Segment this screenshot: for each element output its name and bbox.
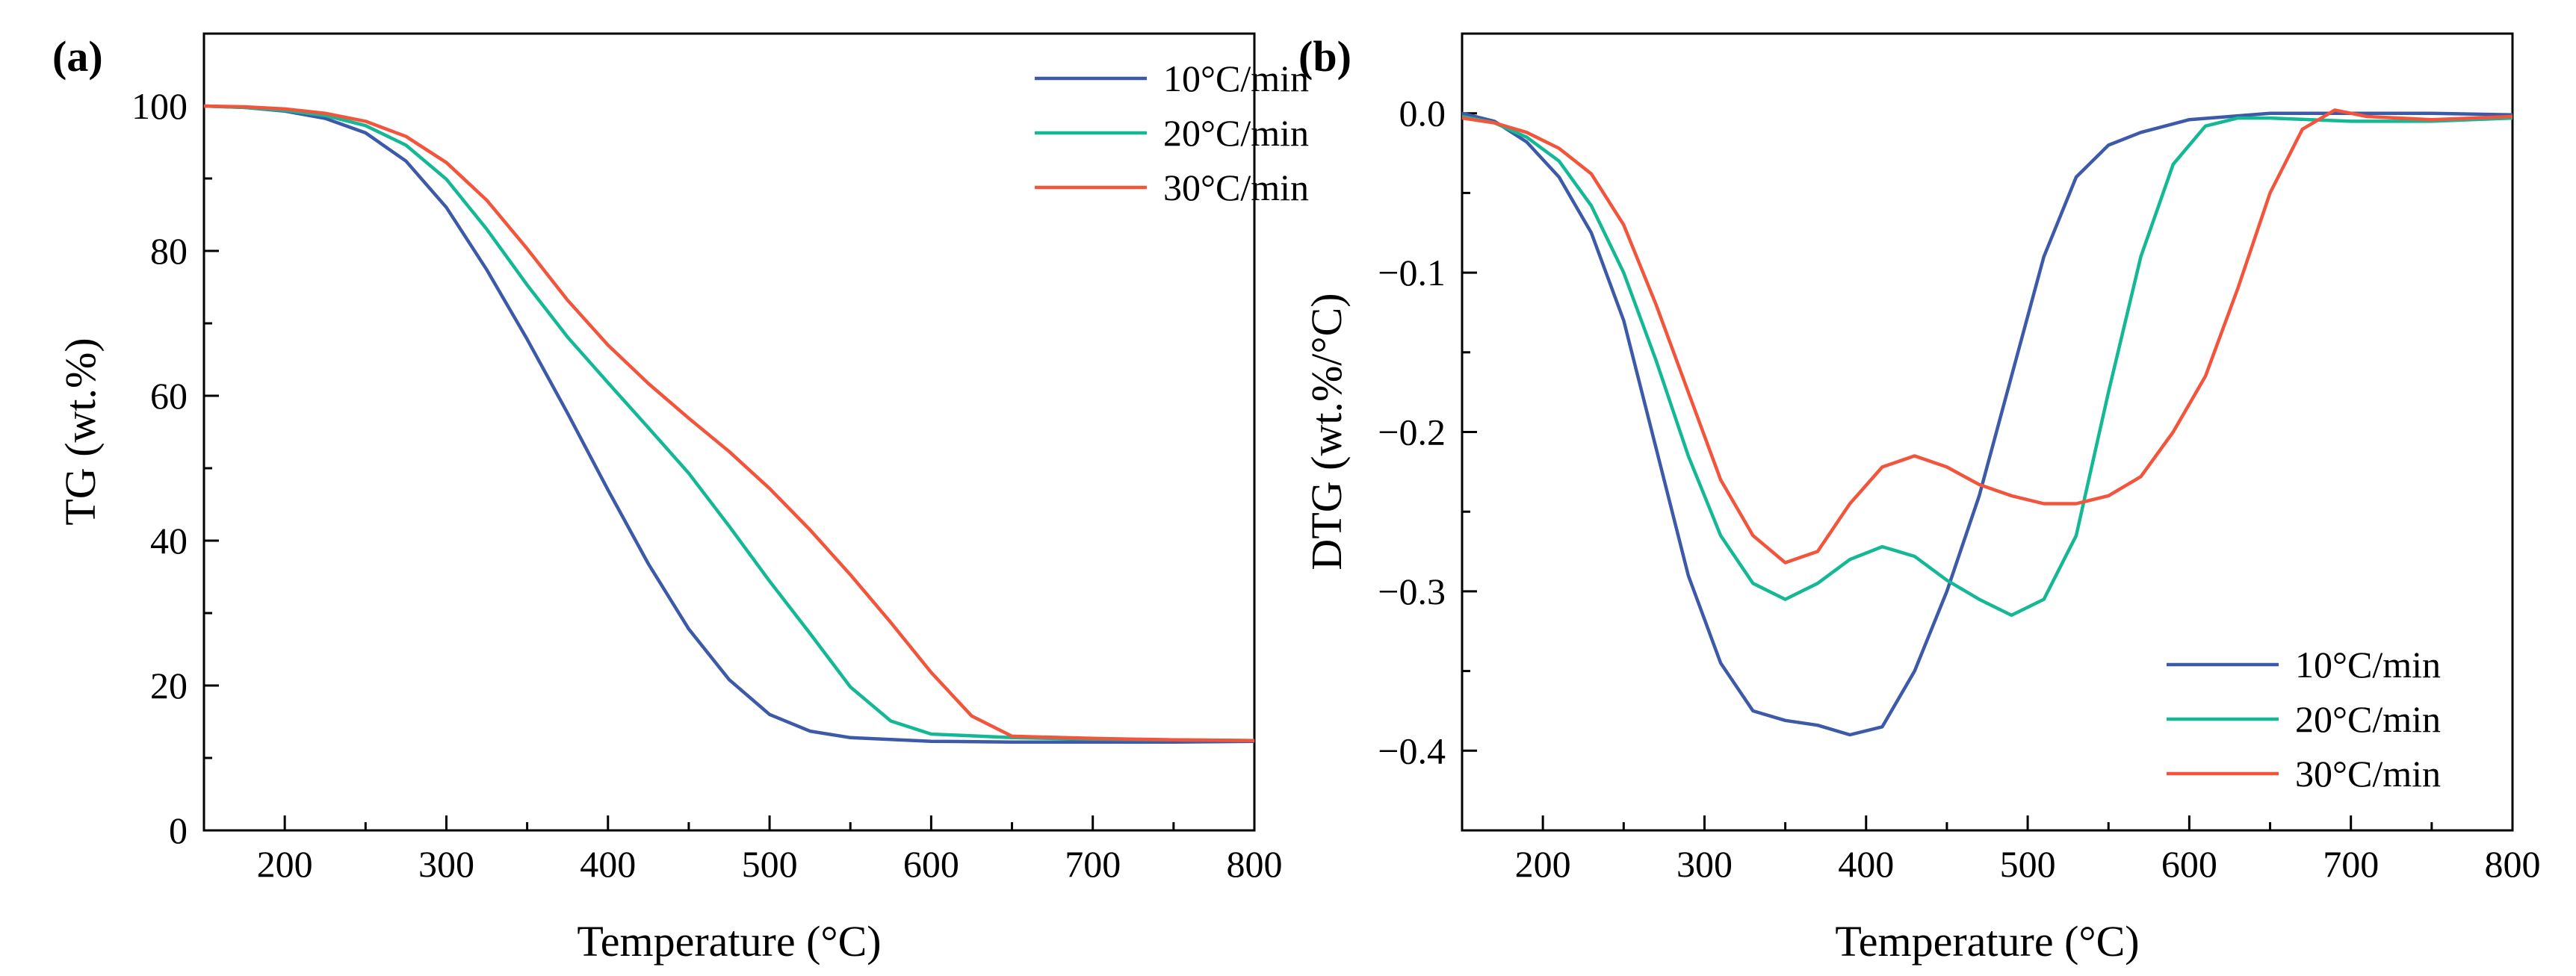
x-tick-label: 300 <box>1676 843 1733 885</box>
x-tick-label: 600 <box>903 843 959 885</box>
legend-label: 20°C/min <box>2295 698 2441 740</box>
panel-b-x-axis-title: Temperature (°C) <box>1835 917 2139 966</box>
series-line-10cmin <box>204 104 1254 744</box>
panel-b-legend: 10°C/min 20°C/min 30°C/min <box>2167 644 2441 795</box>
panel-b-tick-labels: 200 300 400 500 600 700 800 −0.4 −0.3 −0.2 −0.1 0.0 <box>1378 93 2540 885</box>
y-tick-label: 80 <box>150 230 188 272</box>
panel-b-label: (b) <box>1298 32 1352 81</box>
panel-a-tick-labels: 200 300 400 500 600 700 800 0 20 40 60 80 100 <box>131 85 1283 885</box>
legend-label: 10°C/min <box>2295 644 2441 686</box>
panel-a-series <box>204 104 1254 744</box>
x-tick-label: 800 <box>2485 843 2541 885</box>
x-tick-label: 400 <box>1838 843 1894 885</box>
panel-b-series <box>1462 108 2512 737</box>
y-tick-label: −0.2 <box>1378 411 1446 453</box>
series-line-20cmin <box>204 104 1254 742</box>
x-tick-label: 500 <box>2000 843 2056 885</box>
y-tick-label: 60 <box>150 375 188 417</box>
panel-b-y-axis-title: DTG (wt.%/°C) <box>1302 293 1351 570</box>
panel-a-plot-frame <box>202 32 1256 832</box>
y-tick-label: −0.4 <box>1378 730 1446 771</box>
series-line-10cmin <box>1462 111 2512 737</box>
series-line-30cmin <box>204 104 1254 742</box>
panel-a-legend: 10°C/min 20°C/min 30°C/min <box>1035 57 1309 208</box>
legend-label: 30°C/min <box>1163 167 1309 208</box>
legend-label: 20°C/min <box>1163 112 1309 154</box>
series-line-30cmin <box>1462 108 2512 565</box>
x-tick-label: 300 <box>418 843 474 885</box>
x-tick-label: 700 <box>2323 843 2379 885</box>
panel-b-ticks <box>1461 32 2514 832</box>
x-tick-label: 200 <box>257 843 313 885</box>
panel-a-label: (a) <box>52 32 103 81</box>
y-tick-label: 0 <box>169 809 188 851</box>
y-tick-label: 0.0 <box>1399 93 1446 134</box>
panel-a-x-axis-title: Temperature (°C) <box>577 917 881 966</box>
y-tick-label: −0.3 <box>1378 571 1446 612</box>
x-tick-label: 600 <box>2161 843 2217 885</box>
series-line-20cmin <box>1462 114 2512 618</box>
legend-label: 30°C/min <box>2295 753 2441 795</box>
panel-a-tg-chart: (a) 200 300 400 500 600 700 800 0 20 40 60 80 100 Te… <box>52 32 1309 966</box>
y-tick-label: 20 <box>150 665 188 706</box>
legend-label: 10°C/min <box>1163 57 1309 99</box>
x-tick-label: 200 <box>1515 843 1571 885</box>
y-tick-label: 100 <box>131 85 188 127</box>
x-tick-label: 700 <box>1065 843 1121 885</box>
panel-a-ticks <box>202 32 1256 832</box>
panel-b-dtg-chart: (b) 200 300 400 500 600 700 800 −0.4 −0.3 −0.2 −0.… <box>1298 32 2541 966</box>
x-tick-label: 500 <box>742 843 798 885</box>
x-tick-label: 800 <box>1227 843 1283 885</box>
x-tick-label: 400 <box>580 843 636 885</box>
y-tick-label: 40 <box>150 520 188 562</box>
y-tick-label: −0.1 <box>1378 252 1446 293</box>
panel-a-y-axis-title: TG (wt.%) <box>56 338 105 525</box>
